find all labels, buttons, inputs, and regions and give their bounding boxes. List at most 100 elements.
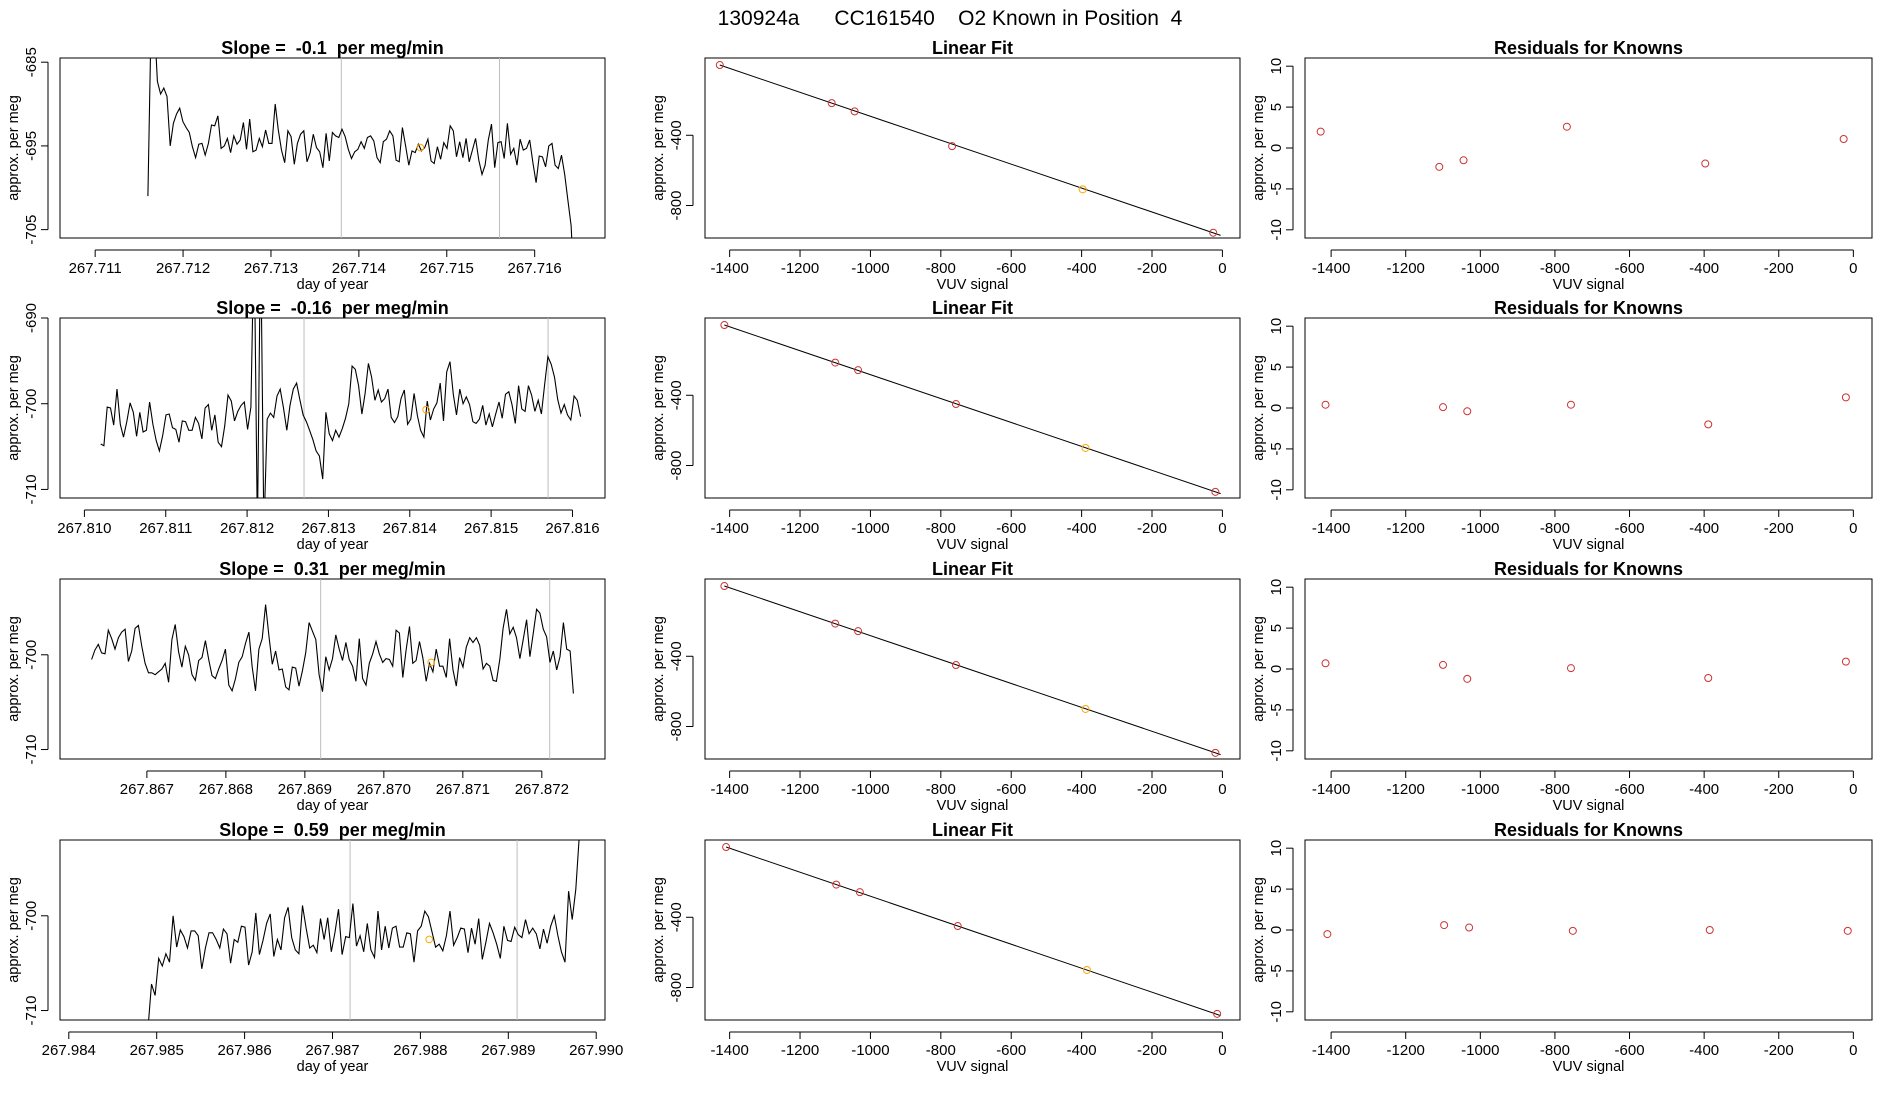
x-tick-label: -1200	[781, 781, 819, 798]
data-point	[1316, 127, 1325, 136]
x-axis: -1400 -1200 -1000 -800 -600 -400 -200 0	[710, 249, 1227, 277]
x-tick-label: -600	[1615, 260, 1645, 277]
y-tick-label: -400	[668, 120, 685, 150]
y-tick-label: -800	[668, 450, 685, 480]
data-point	[715, 61, 724, 70]
x-tick-label: -200	[1137, 1042, 1167, 1059]
x-axis: -1400 -1200 -1000 -800 -600 -400 -200 0	[1312, 770, 1858, 798]
x-axis-label: VUV signal	[937, 277, 1009, 293]
highlight-point	[1081, 704, 1090, 713]
x-tick-label: -200	[1764, 781, 1794, 798]
y-tick-label: -690	[23, 303, 40, 333]
x-tick-label: -200	[1764, 520, 1794, 537]
x-tick-label: 267.867	[120, 781, 174, 798]
x-tick-label: 267.986	[217, 1042, 271, 1059]
x-tick-label: 267.870	[357, 781, 411, 798]
x-tick-label: -1400	[710, 1042, 748, 1059]
x-tick-label: -400	[1689, 260, 1719, 277]
x-tick-label: 267.872	[515, 781, 569, 798]
plot-frame	[59, 317, 606, 499]
y-axis: -400 -800	[668, 380, 694, 481]
plot-area	[1323, 921, 1852, 939]
x-tick-label: -1000	[1461, 520, 1499, 537]
x-tick-label: 267.868	[199, 781, 253, 798]
x-tick-label: -400	[1067, 520, 1097, 537]
x-tick-label: 0	[1849, 260, 1857, 277]
x-tick-label: -600	[996, 1042, 1026, 1059]
data-point	[850, 107, 859, 116]
x-axis-label: VUV signal	[937, 537, 1009, 553]
known-point-marker	[416, 143, 425, 152]
data-point	[854, 627, 863, 636]
y-axis-label: approx. per meg	[651, 355, 667, 461]
x-axis-label: day of year	[297, 1059, 369, 1075]
y-axis-label: approx. per meg	[1251, 95, 1267, 201]
panel-linear-fit-row-3: Linear Fit VUV signal approx. per meg -1400…	[651, 559, 1241, 814]
x-tick-label: 0	[1849, 1042, 1857, 1059]
y-tick-label: -5	[1268, 182, 1285, 195]
x-tick-label: 267.988	[393, 1042, 447, 1059]
y-tick-label: -700	[23, 901, 40, 931]
y-tick-label: 10	[1268, 58, 1285, 75]
data-point	[1321, 400, 1330, 409]
y-tick-label: 5	[1268, 885, 1285, 893]
y-tick-label: 10	[1268, 840, 1285, 857]
known-point-marker	[422, 405, 430, 414]
x-tick-label: 0	[1849, 781, 1857, 798]
x-axis: 267.810 267.811 267.812 267.813 267.814 267.8…	[57, 509, 600, 537]
data-point	[1566, 400, 1575, 409]
x-tick-label: 267.715	[420, 260, 474, 277]
y-tick-label: -800	[668, 190, 685, 220]
x-tick-label: -1200	[1387, 781, 1425, 798]
y-tick-label: -400	[668, 902, 685, 932]
y-tick-label: -710	[23, 996, 40, 1026]
x-tick-label: -800	[926, 781, 956, 798]
plot-frame	[1304, 578, 1873, 760]
known-point-marker	[425, 935, 433, 944]
data-point	[1209, 228, 1218, 237]
data-point	[1211, 748, 1220, 757]
plot-frame	[704, 578, 1241, 760]
data-point	[1705, 926, 1714, 934]
data-point	[1841, 657, 1850, 666]
series-line	[91, 604, 574, 694]
x-tick-label: -1400	[710, 520, 748, 537]
x-axis-label: day of year	[297, 798, 369, 814]
x-axis: 267.984 267.985 267.986 267.987 267.988 267.9…	[42, 1031, 623, 1059]
y-tick-label: -10	[1268, 1001, 1285, 1023]
y-tick-label: 5	[1268, 103, 1285, 111]
x-tick-label: 267.812	[220, 520, 274, 537]
x-axis-label: VUV signal	[1553, 1059, 1625, 1075]
x-tick-label: 267.811	[139, 520, 192, 537]
data-point	[720, 321, 729, 330]
y-tick-label: -800	[668, 711, 685, 741]
data-point	[1463, 407, 1472, 416]
x-tick-label: 267.813	[301, 520, 355, 537]
data-point	[1568, 926, 1577, 935]
x-tick-label: -1400	[1312, 1042, 1350, 1059]
data-point	[1435, 162, 1444, 171]
x-tick-label: 267.810	[57, 520, 111, 537]
fit-line	[724, 585, 1221, 756]
y-tick-label: -710	[23, 735, 40, 765]
plot-area	[722, 843, 1222, 1018]
data-point	[953, 922, 962, 931]
data-point	[722, 843, 731, 852]
x-tick-label: -800	[926, 1042, 956, 1059]
x-tick-label: 0	[1218, 520, 1226, 537]
data-point	[1459, 156, 1468, 165]
data-point	[1843, 926, 1852, 935]
panel-linear-fit-row-2: Linear Fit VUV signal approx. per meg -1400…	[651, 298, 1241, 553]
panel-linear-fit-row-4: Linear Fit VUV signal approx. per meg -1400…	[651, 820, 1241, 1075]
highlight-point	[1081, 443, 1090, 452]
y-axis: 10 5 0 -5 -10	[1268, 318, 1294, 501]
data-point	[855, 888, 864, 897]
x-tick-label: -600	[1615, 520, 1645, 537]
x-tick-label: 267.712	[156, 260, 210, 277]
x-tick-label: -600	[1615, 781, 1645, 798]
panel-residuals-row-4: Residuals for Knowns VUV signal approx. pe…	[1251, 820, 1873, 1075]
x-tick-label: 0	[1218, 260, 1226, 277]
y-axis: -685 -695 -705	[23, 47, 49, 245]
plot-frame	[1304, 839, 1873, 1021]
